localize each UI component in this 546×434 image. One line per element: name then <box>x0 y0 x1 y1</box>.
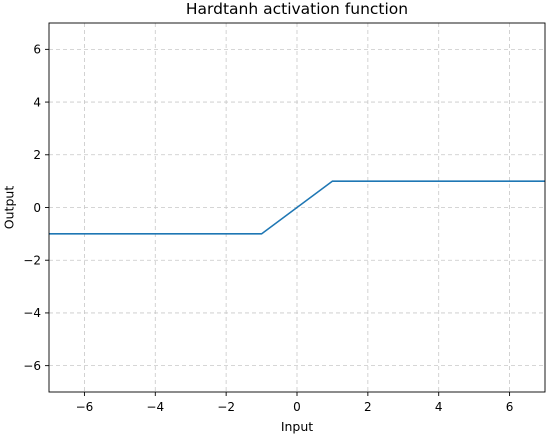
x-tick-label: −6 <box>76 400 94 414</box>
y-tick-label: −4 <box>23 306 41 320</box>
y-tick-label: 0 <box>33 201 41 215</box>
series-layer <box>49 180 545 235</box>
y-tick-label: 6 <box>33 43 41 57</box>
x-tick-label: −4 <box>146 400 164 414</box>
y-tick-label: 2 <box>33 148 41 162</box>
y-axis-label: Output <box>2 186 17 230</box>
x-tick-label: 4 <box>435 400 443 414</box>
x-tick-label: 0 <box>293 400 301 414</box>
y-axis-ticks: −6 −4 −2 0 2 4 6 <box>23 43 49 373</box>
chart-title: Hardtanh activation function <box>186 0 408 18</box>
x-tick-label: 6 <box>506 400 514 414</box>
x-axis-label: Input <box>281 419 313 434</box>
y-tick-label: 4 <box>33 95 41 109</box>
x-tick-label: 2 <box>364 400 372 414</box>
y-tick-label: −2 <box>23 254 41 268</box>
y-tick-label: −6 <box>23 359 41 373</box>
hardtanh-series-line <box>49 180 545 235</box>
x-axis-ticks: −6 −4 −2 0 2 4 6 <box>76 392 514 414</box>
x-tick-label: −2 <box>217 400 235 414</box>
